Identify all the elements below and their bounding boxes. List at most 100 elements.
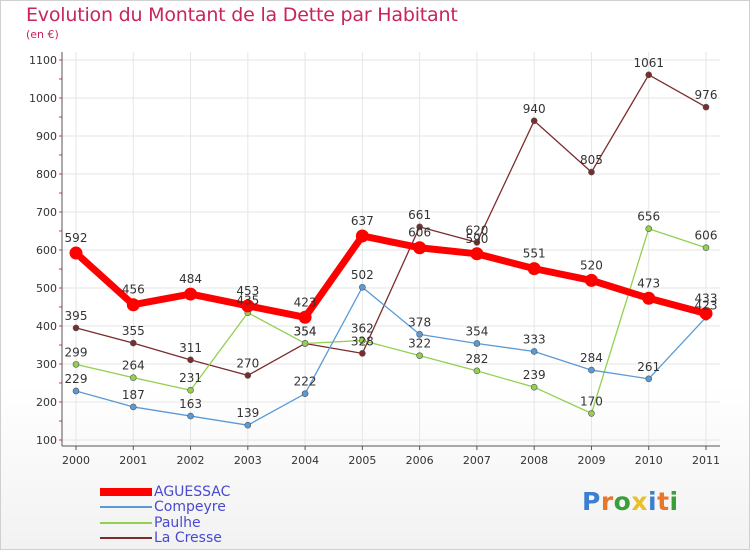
data-point	[359, 337, 366, 344]
data-label: 299	[65, 345, 88, 359]
data-label: 282	[465, 352, 488, 366]
data-label: 484	[179, 272, 202, 286]
series-line-compeyre	[75, 286, 707, 426]
data-point	[645, 71, 653, 79]
data-point	[69, 246, 83, 260]
data-point	[702, 103, 710, 111]
y-tick-label: 300	[36, 358, 57, 371]
data-label: 354	[294, 324, 317, 338]
data-label: 328	[351, 334, 374, 348]
logo-letter: i	[648, 487, 658, 516]
data-label: 311	[179, 341, 202, 355]
data-point	[129, 339, 137, 347]
logo-letter: t	[657, 487, 670, 516]
y-tick-label: 1000	[29, 92, 57, 105]
x-tick-label: 2011	[692, 454, 720, 467]
axes: 100 200 300 400 500 600 700 800 900 1000 1100 2000 2…	[29, 52, 720, 467]
data-point	[244, 421, 252, 429]
logo-letter: o	[613, 487, 632, 516]
data-point	[473, 239, 481, 246]
data-label: 637	[351, 214, 374, 228]
data-point	[588, 168, 595, 176]
legend-label: Compeyre	[154, 499, 226, 516]
proxiti-logo: Proxiti	[582, 487, 679, 516]
data-point	[129, 403, 137, 411]
legend-item: La Cresse	[100, 530, 230, 546]
data-point	[530, 117, 538, 125]
data-point	[129, 374, 137, 381]
data-label: 354	[294, 324, 317, 338]
chart-title: Evolution du Montant de la Dette par Hab…	[26, 4, 458, 26]
data-point	[301, 340, 309, 347]
data-point	[416, 331, 423, 338]
logo-letter: x	[631, 487, 648, 516]
data-point	[187, 412, 194, 420]
x-tick-label: 2004	[291, 454, 319, 467]
data-point	[473, 367, 481, 375]
data-point	[359, 283, 366, 291]
y-tick-label: 600	[36, 244, 57, 257]
data-label: 606	[695, 229, 718, 243]
series-line-paulhe	[75, 228, 707, 415]
data-point	[588, 366, 595, 374]
data-point	[642, 291, 656, 305]
data-label: 1061	[633, 56, 664, 70]
data-label: 163	[179, 397, 202, 411]
legend-label: AGUESSAC	[154, 483, 231, 500]
data-label: 423	[294, 295, 317, 309]
y-tick-label: 400	[36, 320, 57, 333]
data-label: 355	[122, 324, 145, 338]
data-label: 592	[65, 231, 88, 245]
data-point	[72, 361, 80, 368]
data-point	[187, 386, 194, 394]
series-line-aguessac	[72, 232, 710, 321]
data-label: 170	[580, 394, 603, 408]
data-label: 656	[637, 210, 660, 224]
data-point	[645, 225, 653, 233]
data-label: 322	[408, 337, 431, 351]
data-label: 551	[523, 247, 546, 261]
data-label: 261	[637, 360, 660, 374]
x-tick-label: 2006	[406, 454, 434, 467]
data-point	[298, 310, 312, 324]
x-tick-label: 2000	[62, 454, 90, 467]
y-tick-label: 200	[36, 396, 57, 409]
series-line-la-cresse	[75, 74, 707, 377]
data-point	[184, 287, 198, 301]
data-label: 433	[695, 291, 718, 305]
legend-item: Paulhe	[100, 515, 230, 531]
x-tick-label: 2009	[577, 454, 605, 467]
data-label: 231	[179, 371, 202, 385]
data-label: 239	[523, 368, 546, 382]
data-label: 453	[236, 284, 259, 298]
data-point	[72, 387, 80, 395]
x-tick-label: 2007	[463, 454, 491, 467]
data-point	[301, 390, 309, 397]
data-point	[699, 306, 713, 320]
data-point	[187, 356, 194, 364]
data-label: 976	[695, 88, 718, 102]
data-label: 435	[236, 294, 259, 308]
data-label: 473	[637, 276, 660, 290]
data-point	[241, 299, 255, 313]
data-label: 606	[408, 226, 431, 240]
x-tick-label: 2003	[234, 454, 262, 467]
data-label: 270	[236, 356, 259, 370]
data-point	[244, 372, 252, 379]
x-tick-label: 2005	[348, 454, 376, 467]
legend-item: Compeyre	[100, 499, 230, 516]
x-tick-label: 2008	[520, 454, 548, 467]
data-label: 661	[408, 208, 431, 222]
data-label: 805	[580, 153, 603, 167]
data-label: 222	[294, 375, 317, 389]
data-label: 333	[523, 332, 546, 346]
data-point	[584, 273, 598, 287]
logo-letter: i	[669, 487, 679, 516]
data-point	[416, 352, 423, 359]
data-point	[359, 350, 366, 357]
data-label: 502	[351, 268, 374, 282]
data-point	[72, 324, 80, 332]
data-point	[588, 410, 595, 417]
data-label: 456	[122, 283, 145, 297]
